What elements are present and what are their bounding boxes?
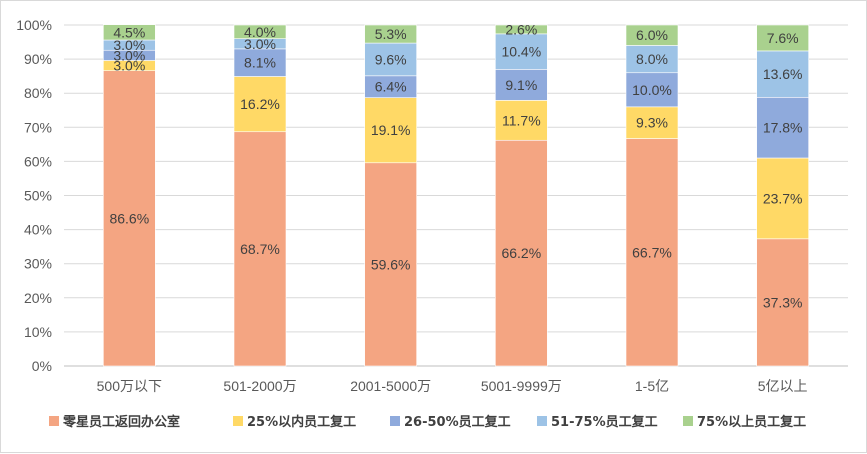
- bar-segment: [364, 97, 417, 164]
- legend-swatch: [390, 416, 400, 426]
- data-label: 3.0%: [244, 36, 276, 52]
- bar-segment: [625, 24, 679, 46]
- x-tick-label: 1-5亿: [635, 378, 669, 394]
- data-label: 66.7%: [632, 244, 672, 260]
- y-tick-label: 50%: [24, 188, 52, 204]
- x-tick-label: 5001-9999万: [481, 378, 562, 394]
- data-label: 23.7%: [763, 190, 803, 206]
- legend-label: 75%以上员工复工: [697, 414, 806, 430]
- data-label: 3.0%: [113, 58, 145, 74]
- y-tick-label: 80%: [24, 85, 52, 101]
- bar-segment: [233, 76, 287, 133]
- bar-segment: [233, 131, 287, 367]
- data-label: 16.2%: [240, 96, 280, 112]
- bar-segment: [625, 106, 679, 139]
- data-label: 9.1%: [505, 77, 537, 93]
- legend-label: 26-50%员工复工: [404, 414, 511, 430]
- data-label: 5.3%: [375, 26, 407, 42]
- data-label: 13.6%: [763, 66, 803, 82]
- bar-segment: [364, 42, 417, 77]
- x-axis: 500万以下 501-2000万 2001-5000万 5001-9999万 1-5亿 5…: [97, 378, 808, 394]
- x-tick-label: 500万以下: [97, 378, 162, 394]
- data-label: 86.6%: [109, 210, 149, 226]
- data-label: 8.1%: [244, 55, 276, 71]
- y-axis: 0% 10% 20% 30% 40% 50% 60% 70% 80% 90% 100%: [16, 17, 52, 374]
- data-label: 6.4%: [375, 79, 407, 95]
- data-label: 7.6%: [767, 30, 799, 46]
- data-label: 2.6%: [505, 21, 537, 37]
- data-label: 37.3%: [763, 294, 803, 310]
- bar-segment: [756, 24, 809, 52]
- legend-swatch: [683, 416, 693, 426]
- bar-segment: [625, 45, 679, 74]
- data-label: 11.7%: [502, 112, 541, 128]
- y-tick-label: 40%: [24, 222, 52, 238]
- y-tick-label: 60%: [24, 153, 52, 169]
- data-label: 3.0%: [113, 47, 145, 63]
- data-label: 68.7%: [240, 241, 280, 257]
- x-tick-label: 501-2000万: [223, 378, 296, 394]
- y-tick-label: 20%: [24, 290, 52, 306]
- data-label: 10.0%: [632, 82, 672, 98]
- bar-segment: [103, 24, 156, 41]
- data-label: 3.0%: [113, 37, 145, 53]
- bar-segment: [233, 24, 287, 39]
- data-label: 9.6%: [375, 51, 407, 67]
- x-tick-label: 5亿以上: [758, 378, 808, 394]
- data-label: 6.0%: [636, 27, 668, 43]
- data-label: 4.0%: [244, 24, 276, 40]
- data-label: 10.4%: [501, 44, 541, 60]
- y-tick-label: 0%: [32, 358, 52, 374]
- legend-swatch: [537, 416, 547, 426]
- data-label: 8.0%: [636, 51, 668, 67]
- data-label: 19.1%: [371, 122, 411, 138]
- y-tick-label: 90%: [24, 51, 52, 67]
- y-tick-label: 30%: [24, 256, 52, 272]
- data-label: 4.5%: [113, 24, 145, 40]
- legend-label: 51-75%员工复工: [551, 414, 658, 430]
- bar-segment: [495, 139, 548, 367]
- bar-segment: [495, 24, 548, 35]
- legend-swatch: [233, 416, 243, 426]
- data-label: 59.6%: [371, 256, 411, 272]
- bar-segment: [756, 157, 809, 240]
- bars: [103, 24, 809, 367]
- data-label: 66.2%: [501, 245, 541, 261]
- y-tick-label: 10%: [24, 324, 52, 340]
- data-label: 9.3%: [636, 115, 668, 131]
- y-tick-label: 70%: [24, 119, 52, 135]
- bar-segment: [103, 70, 156, 367]
- x-tick-label: 2001-5000万: [350, 378, 431, 394]
- y-tick-label: 100%: [16, 17, 52, 33]
- data-labels: 86.6%3.0%3.0%3.0%4.5%68.7%16.2%8.1%3.0%4…: [109, 21, 802, 310]
- data-label: 17.8%: [763, 120, 803, 136]
- bar-segment: [233, 48, 287, 77]
- gridlines: [64, 24, 848, 367]
- bar-segment: [625, 138, 679, 367]
- bar-segment: [625, 72, 679, 108]
- legend: 零星员工返回办公室 25%以内员工复工 26-50%员工复工 51-75%员工复工 75…: [49, 414, 806, 430]
- legend-label: 零星员工返回办公室: [62, 414, 180, 430]
- legend-label: 25%以内员工复工: [247, 414, 356, 430]
- bar-segment: [756, 96, 809, 159]
- bar-segment: [364, 24, 417, 44]
- bar-segment: [756, 50, 809, 98]
- legend-swatch: [49, 416, 59, 426]
